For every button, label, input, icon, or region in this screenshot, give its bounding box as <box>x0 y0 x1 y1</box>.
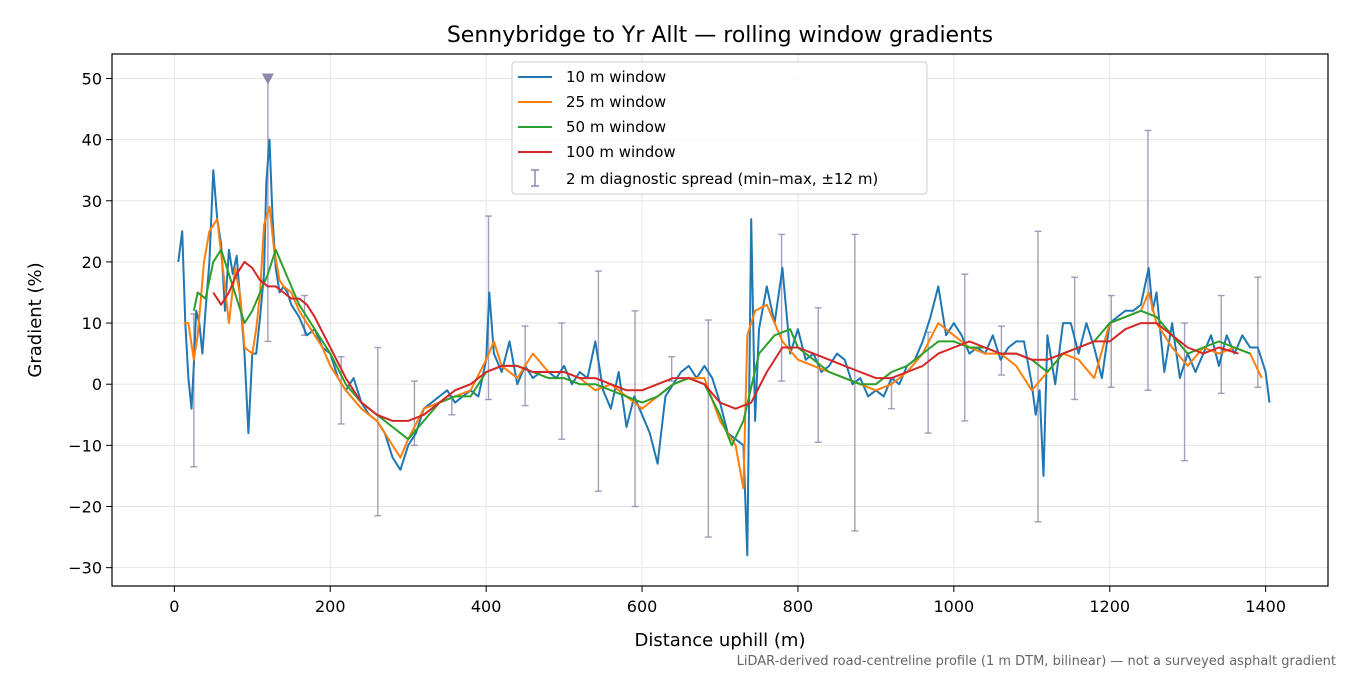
spread-errorbar <box>778 233 786 382</box>
series-line-2 <box>192 248 1251 447</box>
diagnostic-spread-bars <box>190 73 1262 538</box>
series-line-3 <box>212 260 1239 422</box>
chart-title: Sennybridge to Yr Allt — rolling window … <box>447 23 993 48</box>
spread-errorbar <box>997 325 1005 376</box>
spread-errorbar <box>374 346 382 517</box>
x-tick-label: 1000 <box>933 597 974 616</box>
series-lines <box>177 138 1271 557</box>
y-axis-label: Gradient (%) <box>25 262 46 377</box>
x-tick-label: 600 <box>627 597 658 616</box>
x-axis-ticks: 0 200 400 600 800 1000 1200 1400 <box>169 586 1286 616</box>
footnote: LiDAR-derived road-centreline profile (1… <box>737 654 1336 669</box>
spread-errorbar <box>1217 294 1225 395</box>
legend-label-10m: 10 m window <box>566 68 666 86</box>
y-tick-label: 40 <box>82 131 102 150</box>
spread-errorbar <box>594 270 602 492</box>
y-tick-label: 30 <box>82 192 102 211</box>
plot-frame <box>111 53 1329 587</box>
legend-label-25m: 25 m window <box>566 93 666 111</box>
spread-errorbar <box>961 273 969 422</box>
series-line-1 <box>183 205 1263 490</box>
legend-box <box>511 61 928 195</box>
y-tick-label: 20 <box>82 253 102 272</box>
y-tick-label: −20 <box>68 498 102 517</box>
x-tick-label: 400 <box>471 597 502 616</box>
x-tick-label: 200 <box>315 597 346 616</box>
y-tick-label: 0 <box>92 375 102 394</box>
x-axis-label: Distance uphill (m) <box>635 630 806 651</box>
legend-label-100m: 100 m window <box>566 143 676 161</box>
spread-errorbar <box>704 319 712 538</box>
series-line-0 <box>177 138 1271 557</box>
y-tick-label: −10 <box>68 436 102 455</box>
y-axis-ticks: −30 −20 −10 0 10 20 30 40 50 <box>68 69 112 578</box>
y-tick-label: 10 <box>82 314 102 333</box>
spread-errorbar <box>814 307 822 443</box>
y-tick-label: 50 <box>82 69 102 88</box>
x-tick-label: 0 <box>169 597 179 616</box>
spread-errorbar <box>1034 230 1042 523</box>
legend-label-50m: 50 m window <box>566 118 666 136</box>
spread-errorbar <box>558 322 566 440</box>
legend-swatch-spread <box>531 169 539 187</box>
spread-errorbar <box>1144 129 1152 392</box>
y-tick-label: −30 <box>68 559 102 578</box>
spread-errorbar <box>631 310 639 508</box>
x-tick-label: 1400 <box>1245 597 1286 616</box>
legend-label-spread: 2 m diagnostic spread (min–max, ±12 m) <box>566 170 878 188</box>
x-tick-label: 800 <box>783 597 814 616</box>
x-tick-label: 1200 <box>1089 597 1130 616</box>
legend: 10 m window 25 m window 50 m window 100 … <box>511 61 928 195</box>
clipped-spread-marker <box>261 73 274 85</box>
